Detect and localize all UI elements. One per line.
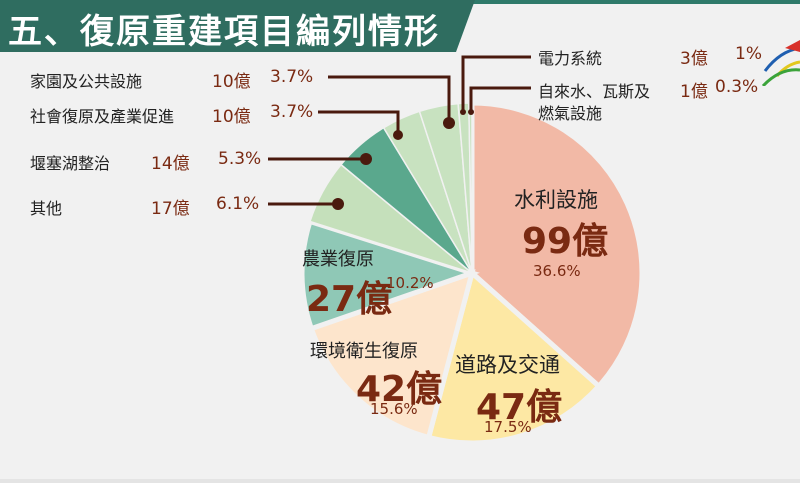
callout-dot — [460, 109, 466, 115]
callout-home-amount: 10億 — [212, 72, 251, 92]
callout-home-pct: 3.7% — [270, 67, 314, 87]
callout-other-amount: 17億 — [151, 199, 190, 219]
callout-home-name: 家園及公共設施 — [30, 72, 143, 91]
callout-gas-amount: 1億 — [680, 82, 708, 102]
callout-leader-line — [328, 75, 451, 123]
callout-dot — [393, 130, 403, 140]
callout-gas-name-line1: 自來水、瓦斯及 — [538, 82, 651, 101]
pie-slice — [299, 218, 480, 332]
callout-social-amount: 10億 — [212, 107, 251, 127]
callout-gas-pct: 0.3% — [715, 77, 759, 97]
page-title: 五、復原重建項目編列情形 — [8, 12, 440, 52]
label-road-amount: 47億 — [476, 387, 563, 428]
callout-gas-name-line2: 燃氣設施 — [538, 104, 603, 123]
callout-leader-line — [461, 55, 531, 112]
callout-leader-line — [318, 110, 400, 135]
label-road-pct: 17.5% — [484, 418, 532, 436]
pie-slice — [308, 269, 476, 441]
label-env-name: 環境衛生復原 — [310, 341, 418, 362]
callout-power-name: 電力系統 — [538, 49, 603, 68]
callout-power-pct: 1% — [735, 44, 762, 64]
label-agri-name: 農業復原 — [302, 249, 374, 270]
label-env-amount: 42億 — [356, 369, 443, 410]
callout-dot — [360, 153, 372, 165]
callout-other-name: 其他 — [30, 199, 63, 218]
label-agri-amount: 27億 — [306, 279, 393, 320]
callout-dot — [332, 198, 344, 210]
bottom-bar — [0, 479, 800, 483]
callout-dot — [468, 109, 474, 115]
callout-leader-line — [469, 86, 531, 112]
callout-lake-amount: 14億 — [151, 154, 190, 174]
label-water-pct: 36.6% — [533, 262, 581, 280]
callout-lake-pct: 5.3% — [218, 149, 262, 169]
label-water-name: 水利設施 — [514, 188, 598, 212]
label-water-amount: 99億 — [522, 221, 609, 262]
label-agri-pct: 10.2% — [386, 274, 434, 292]
label-env-pct: 15.6% — [370, 400, 418, 418]
label-road-name: 道路及交通 — [455, 353, 560, 377]
callout-social-name: 社會復原及產業促進 — [30, 107, 175, 126]
callout-lake-name: 堰塞湖整治 — [30, 154, 111, 173]
callout-social-pct: 3.7% — [270, 102, 314, 122]
title-banner: 五、復原重建項目編列情形 — [0, 0, 475, 52]
pie-slice — [469, 100, 645, 390]
callout-other-pct: 6.1% — [216, 194, 260, 214]
callout-power-amount: 3億 — [680, 49, 708, 69]
logo-icon — [761, 40, 800, 86]
pie-slice — [425, 268, 603, 446]
callout-dot — [443, 117, 455, 129]
